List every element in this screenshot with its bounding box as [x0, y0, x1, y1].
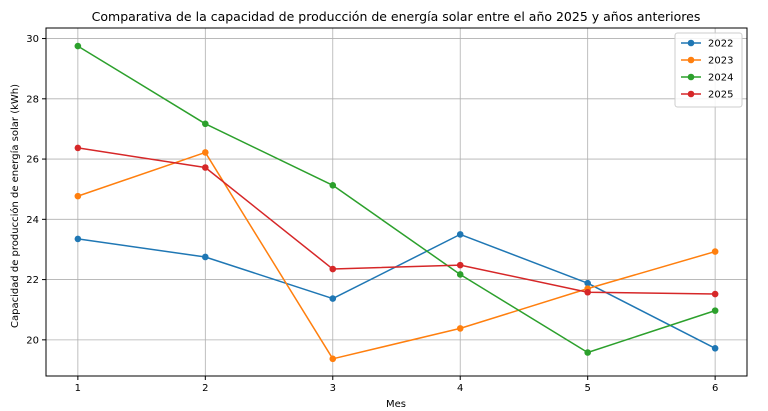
x-tick-label: 6	[712, 383, 718, 394]
data-point-2023	[711, 248, 719, 255]
series-line-2023	[77, 151, 716, 360]
x-tick-label: 4	[457, 383, 463, 394]
series-2025	[74, 144, 719, 298]
legend-swatch-marker	[687, 90, 695, 98]
data-point-2023	[456, 325, 464, 332]
plot-frame	[45, 27, 748, 377]
data-point-2023	[329, 355, 337, 363]
data-point-2022	[202, 253, 209, 261]
data-point-2024	[584, 349, 591, 356]
legend-label: 2022	[708, 39, 733, 50]
x-tick-label: 1	[75, 383, 81, 394]
data-point-2022	[329, 295, 337, 302]
legend-label: 2024	[708, 73, 733, 84]
legend-swatch-marker	[687, 73, 695, 81]
data-point-2025	[74, 144, 82, 152]
x-axis-label: Mes	[386, 399, 406, 410]
data-point-2025	[584, 288, 591, 296]
data-point-2022	[74, 235, 82, 243]
data-point-2025	[329, 265, 337, 273]
series-line-2025	[77, 147, 716, 295]
y-axis-label: Capacidad de producción de energía solar…	[9, 84, 21, 328]
data-point-2025	[456, 261, 464, 269]
data-point-2024	[456, 271, 464, 278]
y-tick-label: 28	[26, 94, 39, 105]
series-2022	[74, 231, 719, 352]
y-tick-label: 20	[26, 335, 39, 346]
legend: 2022 2023 2024 2025	[674, 32, 743, 108]
legend-item-2022: 2022	[681, 39, 733, 50]
data-point-2025	[202, 164, 209, 171]
chart-title: Comparativa de la capacidad de producció…	[92, 9, 701, 24]
x-tick-label: 3	[330, 383, 336, 394]
data-point-2022	[456, 231, 464, 238]
data-point-2024	[202, 120, 209, 128]
y-tick-label: 30	[26, 34, 39, 45]
x-tick-label: 5	[584, 383, 590, 394]
data-point-2023	[74, 192, 82, 200]
series-layer	[74, 42, 719, 363]
series-line-2022	[77, 233, 716, 349]
legend-box	[674, 32, 743, 108]
series-2023	[74, 149, 719, 363]
legend-item-2025: 2025	[681, 90, 733, 101]
data-point-2025	[711, 290, 719, 298]
grid-lines	[46, 28, 747, 376]
legend-label: 2023	[708, 56, 733, 67]
data-point-2024	[329, 181, 337, 189]
axis-ticks: 1 2 3 4 5 6 20 22 24 26 28 30	[26, 34, 718, 394]
series-line-2024	[77, 45, 716, 354]
x-tick-label: 2	[202, 383, 208, 394]
y-tick-label: 24	[26, 215, 39, 226]
legend-item-2024: 2024	[681, 73, 733, 84]
data-point-2022	[584, 279, 591, 287]
legend-item-2023: 2023	[681, 56, 733, 67]
legend-swatch-marker	[687, 56, 695, 64]
legend-label: 2025	[708, 90, 733, 101]
data-point-2024	[711, 307, 719, 314]
data-point-2023	[202, 149, 209, 156]
series-2024	[74, 42, 719, 356]
data-point-2024	[74, 42, 82, 50]
y-tick-label: 26	[26, 155, 39, 166]
data-point-2022	[711, 344, 719, 352]
legend-swatch-marker	[687, 39, 695, 47]
y-tick-label: 22	[26, 275, 39, 286]
